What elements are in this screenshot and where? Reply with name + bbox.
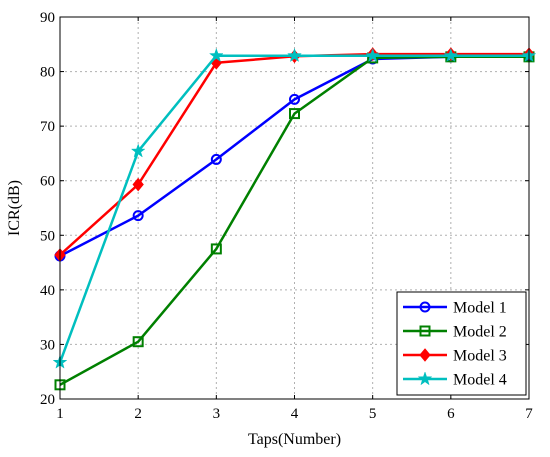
x-tick-label: 1 xyxy=(56,406,64,422)
y-tick-label: 40 xyxy=(40,283,55,299)
data-point xyxy=(132,177,144,192)
x-tick-label: 5 xyxy=(369,406,377,422)
data-point xyxy=(289,108,300,120)
grid-lines xyxy=(60,17,529,399)
legend-marker xyxy=(417,371,433,386)
data-point xyxy=(365,47,381,63)
legend-item: Model 4 xyxy=(403,371,507,389)
y-axis-label: ICR(dB) xyxy=(6,180,23,236)
y-tick-label: 70 xyxy=(40,119,55,135)
data-point xyxy=(287,47,302,63)
x-axis-label: Taps(Number) xyxy=(248,431,341,448)
x-tick-label: 4 xyxy=(291,406,299,422)
legend-marker xyxy=(419,348,431,362)
legend-item: Model 1 xyxy=(403,300,507,317)
legend: Model 1 Model 2 Model 3 Model 4 xyxy=(396,291,527,396)
x-tick-label: 3 xyxy=(213,406,221,422)
x-tick-label: 6 xyxy=(447,406,455,422)
legend-marker xyxy=(419,301,431,313)
legend-label: Model 2 xyxy=(453,324,507,341)
legend-marker xyxy=(419,325,431,337)
legend-label: Model 4 xyxy=(453,372,507,389)
y-tick-label: 90 xyxy=(40,10,55,26)
y-tick-label: 30 xyxy=(40,337,55,353)
data-point xyxy=(289,93,300,105)
axis-ticks: 1 2 3 4 5 6 7 20 30 40 50 60 70 80 90 xyxy=(40,10,533,422)
legend-label: Model 3 xyxy=(453,348,507,365)
x-tick-label: 7 xyxy=(525,406,533,422)
y-tick-label: 20 xyxy=(40,392,55,408)
data-point xyxy=(210,153,222,165)
data-point xyxy=(132,210,144,222)
legend-item: Model 2 xyxy=(403,324,507,341)
legend-item: Model 3 xyxy=(403,348,507,365)
y-tick-label: 80 xyxy=(40,65,55,81)
data-point xyxy=(132,336,144,348)
data-point xyxy=(208,47,224,63)
y-tick-label: 50 xyxy=(40,228,55,244)
y-tick-label: 60 xyxy=(40,174,55,190)
series-layer xyxy=(52,47,537,391)
legend-label: Model 1 xyxy=(453,300,507,317)
data-point xyxy=(210,243,222,255)
data-point xyxy=(443,47,459,63)
x-tick-label: 2 xyxy=(134,406,142,422)
data-point xyxy=(130,143,146,158)
